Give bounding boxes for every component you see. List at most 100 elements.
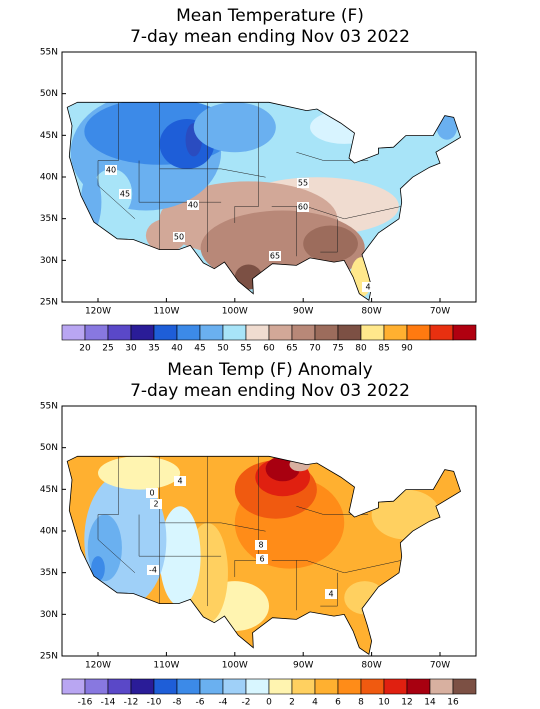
lat-label: 40N [40, 173, 58, 183]
lon-label: 120W [85, 307, 111, 317]
colorbar-label: 80 [355, 344, 367, 354]
lat-label: 40N [40, 527, 58, 537]
shade [193, 102, 276, 153]
colorbar-box [199, 324, 224, 341]
shade [303, 225, 358, 263]
colorbar-label: 40 [171, 344, 183, 354]
lon-label: 110W [153, 661, 179, 671]
colorbar-label: 8 [358, 698, 364, 708]
contour-label: 4 [328, 590, 333, 599]
lat-label: 25N [40, 652, 58, 662]
colorbar-label: 65 [286, 344, 297, 354]
colorbar-box [383, 324, 408, 341]
contour-label: 60 [298, 203, 308, 212]
colorbar-label: 20 [79, 344, 91, 354]
state-line [97, 102, 136, 219]
state-line [320, 218, 338, 253]
lon-label: 80W [361, 661, 381, 671]
colorbar-label: -6 [196, 698, 205, 708]
state-line [271, 560, 402, 574]
colorbar-label: -10 [147, 698, 162, 708]
contour-label-bg [146, 488, 158, 498]
colorbar-label: 75 [332, 344, 343, 354]
lon-label: 100W [222, 307, 248, 317]
contour-label: 4 [365, 283, 370, 292]
colorbar-box [199, 678, 224, 695]
colorbar-box [61, 678, 86, 695]
colorbar-label: 45 [194, 344, 205, 354]
colorbar-label: 85 [378, 344, 389, 354]
state-line [234, 102, 259, 223]
colorbar-label: 30 [125, 344, 137, 354]
state-line [138, 514, 222, 557]
colorbar-box [61, 324, 86, 341]
contour-label-bg [147, 565, 159, 575]
colorbar-label: 60 [263, 344, 275, 354]
colorbar-box [337, 678, 362, 695]
lat-label: 30N [40, 256, 58, 266]
state-line [159, 168, 266, 178]
contour-label: 50 [174, 233, 184, 242]
contour-label: 4 [177, 477, 182, 486]
colorbar-box [153, 324, 178, 341]
state-line [159, 522, 266, 532]
colorbar-box [268, 324, 293, 341]
colorbar-box [452, 324, 477, 341]
colorbar-box [452, 678, 477, 695]
contour-label: 2 [153, 500, 158, 509]
colorbar-box [222, 678, 247, 695]
lon-label: 100W [222, 661, 248, 671]
colorbar-label: -14 [101, 698, 116, 708]
colorbar-box [130, 324, 155, 341]
contour-label: 40 [106, 166, 116, 175]
colorbar-label: 35 [148, 344, 159, 354]
colorbar-box [291, 678, 316, 695]
contour-label: 0 [149, 489, 154, 498]
colorbar-box [245, 324, 270, 341]
colorbar-box [406, 324, 431, 341]
shade [310, 110, 379, 144]
colorbar-box [314, 678, 339, 695]
colorbar-box [153, 678, 178, 695]
colorbar-box [429, 678, 454, 695]
colorbar-label: 25 [102, 344, 113, 354]
colorbar-label: 0 [266, 698, 272, 708]
colorbar-box [383, 678, 408, 695]
contour-label: 40 [188, 201, 198, 210]
contour-label-bg [174, 476, 186, 486]
colorbar-box [84, 324, 109, 341]
lon-label: 70W [430, 307, 450, 317]
colorbar-box [176, 324, 201, 341]
lon-label: 80W [361, 307, 381, 317]
colorbar-box [245, 678, 270, 695]
colorbar-label: 14 [424, 698, 436, 708]
colorbar-box [337, 324, 362, 341]
map-title: Mean Temp (F) Anomaly [167, 360, 372, 380]
colorbar-label: -16 [78, 698, 93, 708]
map-title: Mean Temperature (F) [176, 6, 364, 26]
colorbar-label: 50 [217, 344, 229, 354]
state-line [97, 456, 136, 573]
shaded-field [67, 102, 461, 301]
colorbar-label: 2 [289, 698, 295, 708]
lon-label: 90W [293, 307, 313, 317]
colorbar-box [176, 678, 201, 695]
colorbar-label: -8 [173, 698, 182, 708]
state-line [234, 456, 259, 577]
colorbar-label: 4 [312, 698, 318, 708]
shade [91, 556, 105, 582]
contour-label: 65 [270, 252, 280, 261]
contour-label-bg [173, 232, 185, 242]
contour-label: 55 [298, 179, 308, 188]
colorbar-label: 12 [401, 698, 412, 708]
colorbar-label: -12 [124, 698, 139, 708]
lat-label: 30N [40, 610, 58, 620]
lat-label: 35N [40, 568, 58, 578]
colorbar-label: -2 [242, 698, 251, 708]
shade [234, 264, 263, 290]
shaded-field [67, 456, 461, 655]
lat-label: 35N [40, 214, 58, 224]
colorbar-box [222, 324, 247, 341]
